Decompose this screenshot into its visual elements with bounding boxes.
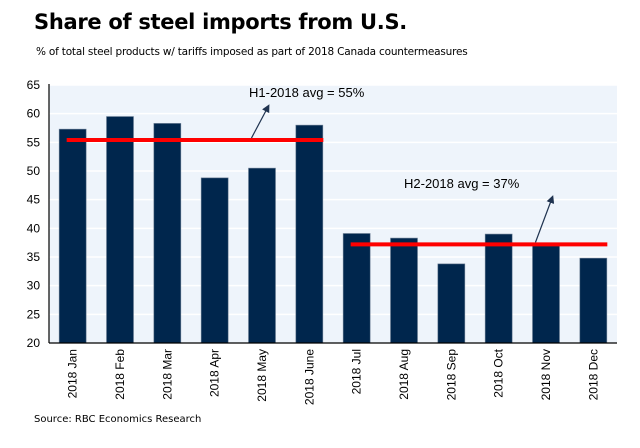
- x-axis-labels: 2018 Jan 2018 Feb 2018 Mar 2018 Apr 2018 May…: [66, 348, 601, 405]
- bar: [390, 237, 418, 344]
- bar: [295, 124, 324, 344]
- reference-lines: H1-2018 avg = 55% H2-2018 avg = 37%: [66, 85, 608, 247]
- x-tick-label: 2018 Dec: [586, 349, 600, 400]
- bars: [58, 116, 608, 344]
- bar: [342, 233, 371, 344]
- x-tick-label: 2018 Nov: [539, 349, 553, 400]
- x-tick-label: 2018 Apr: [208, 349, 222, 397]
- x-tick-label: 2018 Jan: [66, 349, 80, 398]
- y-tick-label: 30: [27, 279, 41, 293]
- x-tick-label: 2018 May: [255, 349, 269, 402]
- bar: [58, 128, 87, 344]
- x-tick-label: 2018 Sep: [444, 349, 458, 401]
- x-tick-label: 2018 Oct: [492, 348, 506, 397]
- bar: [248, 167, 276, 344]
- source-note: Source: RBC Economics Research: [34, 414, 202, 425]
- bar: [579, 257, 608, 344]
- y-tick-label: 60: [27, 107, 41, 121]
- avg-annotation: H2-2018 avg = 37%: [404, 176, 520, 191]
- bar: [437, 263, 466, 344]
- bar: [153, 123, 182, 344]
- bar: [532, 244, 560, 344]
- x-tick-label: 2018 June: [302, 349, 316, 405]
- bar: [200, 177, 229, 344]
- chart-title: Share of steel imports from U.S.: [34, 10, 407, 34]
- y-axis-ticks: 20 25 30 35 40 45 50 55 60 65: [27, 78, 41, 350]
- x-tick-label: 2018 Mar: [160, 349, 174, 400]
- y-tick-label: 20: [27, 336, 41, 350]
- y-tick-label: 35: [27, 250, 41, 264]
- y-tick-label: 45: [27, 193, 41, 207]
- chart-subtitle: % of total steel products w/ tariffs imp…: [36, 46, 468, 58]
- annotation-arrow: [534, 195, 555, 243]
- x-tick-label: 2018 Jul: [350, 349, 364, 394]
- axes: [48, 84, 617, 344]
- bar: [484, 233, 513, 344]
- plot-area: [49, 85, 617, 343]
- avg-annotation: H1-2018 avg = 55%: [249, 85, 365, 100]
- x-tick-label: 2018 Aug: [397, 349, 411, 400]
- gridlines: [49, 84, 617, 316]
- y-tick-label: 40: [27, 221, 41, 235]
- y-tick-label: 55: [27, 135, 41, 149]
- bar: [106, 116, 134, 344]
- y-tick-label: 25: [27, 307, 41, 321]
- y-tick-label: 65: [27, 78, 41, 92]
- y-tick-label: 50: [27, 164, 41, 178]
- annotation-arrow: [250, 104, 270, 139]
- x-tick-label: 2018 Feb: [113, 349, 127, 400]
